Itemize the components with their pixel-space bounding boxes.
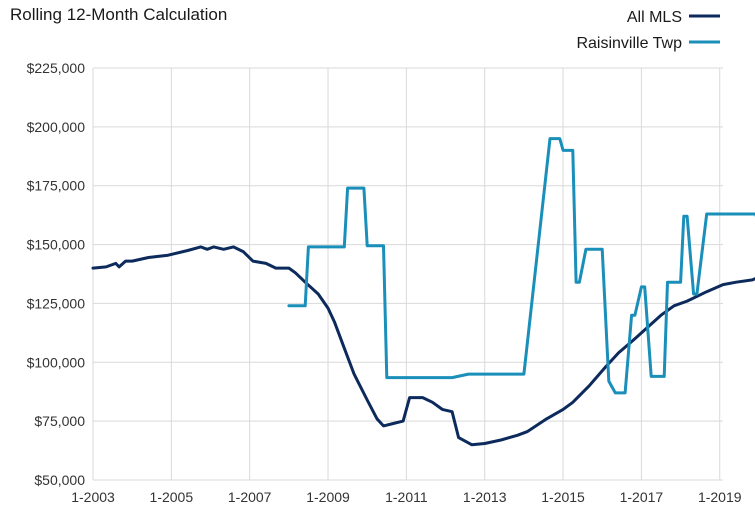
y-tick-label: $125,000 — [27, 295, 86, 311]
y-tick-label: $100,000 — [27, 354, 86, 370]
gridlines — [92, 67, 723, 481]
y-tick-label: $175,000 — [27, 178, 86, 194]
x-axis-tick-labels: 1-2003 1-2005 1-2007 1-2009 1-2011 1-2013 1-20… — [71, 489, 742, 505]
y-tick-label: $50,000 — [34, 472, 85, 488]
y-tick-label: $75,000 — [34, 413, 85, 429]
y-tick-label: $225,000 — [27, 60, 86, 76]
x-tick-label: 1-2003 — [71, 489, 115, 505]
x-tick-label: 1-2005 — [150, 489, 194, 505]
x-tick-label: 1-2017 — [620, 489, 664, 505]
x-tick-label: 1-2009 — [306, 489, 350, 505]
x-tick-label: 1-2007 — [228, 489, 272, 505]
y-tick-label: $150,000 — [27, 237, 86, 253]
chart-title: Rolling 12-Month Calculation — [10, 5, 227, 24]
x-tick-label: 1-2019 — [698, 489, 742, 505]
series-line-raisinville-twp — [287, 137, 755, 395]
legend-label-raisinville-twp: Raisinville Twp — [576, 35, 682, 52]
legend: All MLS Raisinville Twp — [576, 9, 720, 52]
y-axis-tick-labels: $50,000 $75,000 $100,000 $125,000 $150,000 $1… — [27, 60, 86, 488]
x-tick-label: 1-2013 — [463, 489, 507, 505]
series-line-all-mls — [91, 245, 755, 447]
y-tick-label: $200,000 — [27, 119, 86, 135]
legend-label-all-mls: All MLS — [627, 9, 682, 26]
x-tick-label: 1-2011 — [385, 489, 428, 505]
x-tick-label: 1-2015 — [541, 489, 585, 505]
series-lines — [91, 137, 755, 447]
